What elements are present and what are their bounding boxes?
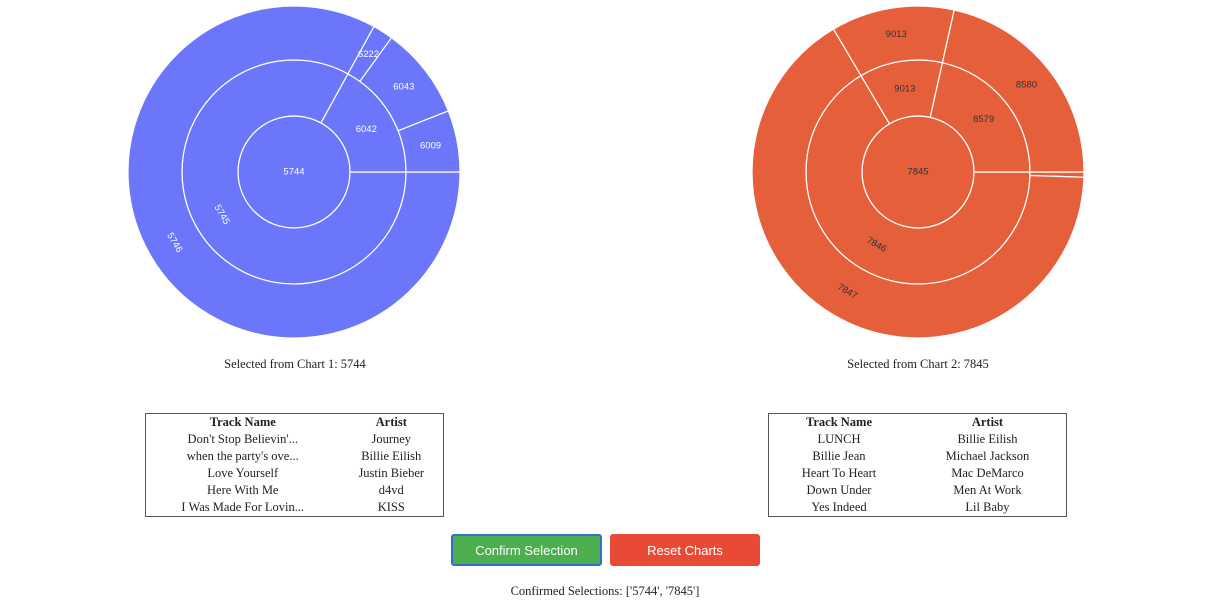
track-name-cell: when the party's ove... [186,449,299,463]
sunburst-label-8580: 8580 [1016,80,1037,91]
track-name-cell: Heart To Heart [801,466,877,480]
track-name-cell: LUNCH [817,432,861,446]
artist-cell: Justin Bieber [358,466,425,480]
artist-cell: Journey [371,432,412,446]
sunburst-segment-6009[interactable] [397,110,461,173]
artist-cell: KISS [377,500,405,514]
sunburst-label-8579: 8579 [973,114,994,125]
track-name-cell: Love Yourself [207,466,279,480]
sunburst-label-9013: 9013 [894,84,915,95]
sunburst-label-9013: 9013 [886,29,907,40]
column-header-artist: Artist [375,415,407,429]
table-row: LUNCH Billie Eilish [769,431,1066,448]
sunburst-label-5744: 5744 [283,167,304,178]
artist-cell: Billie Eilish [957,432,1018,446]
sunburst-label-6043: 6043 [393,81,414,92]
column-header-artist: Artist [971,415,1004,429]
table-row: Yes Indeed Lil Baby [769,499,1066,516]
table-row: I Was Made For Lovin... KISS [146,499,443,516]
artist-cell: Mac DeMarco [951,466,1024,480]
table-row: when the party's ove... Billie Eilish [146,448,443,465]
artist-cell: Michael Jackson [945,449,1030,463]
confirmed-selections-text: Confirmed Selections: ['5744', '7845'] [510,584,700,598]
column-header-track-name: Track Name [209,415,276,429]
sunburst-segment-5746[interactable] [127,5,461,339]
chart-1-selection-text: Selected from Chart 1: 5744 [224,357,366,371]
sunburst-segment-8580[interactable] [941,9,1085,173]
track-name-cell: Yes Indeed [811,500,867,514]
column-header-track-name: Track Name [805,415,873,429]
track-name-cell: I Was Made For Lovin... [181,500,305,514]
table-header-row: Track Name Artist [769,414,1066,431]
sunburst-segment-7847[interactable] [751,28,1085,339]
table-row: Don't Stop Believin'... Journey [146,431,443,448]
table-row: Down Under Men At Work [769,482,1066,499]
chart-1-track-table: Track Name Artist Don't Stop Believin'..… [145,413,444,517]
confirm-selection-button[interactable]: Confirm Selection [451,534,602,566]
track-name-cell: Don't Stop Believin'... [187,432,298,446]
sunburst-label-6042: 6042 [356,124,377,135]
sunburst-label-6009: 6009 [420,140,441,151]
sunburst-label-6222: 6222 [358,49,379,60]
table-row: Billie Jean Michael Jackson [769,448,1066,465]
sunburst-chart-1[interactable]: 5744 5745 6042 5746 6222 6043 6009 [127,0,462,340]
table-header-row: Track Name Artist [146,414,443,431]
table-row: Here With Me d4vd [146,482,443,499]
chart-2-selection-text: Selected from Chart 2: 7845 [847,357,989,371]
artist-cell: Men At Work [953,483,1022,497]
table-row: Love Yourself Justin Bieber [146,465,443,482]
chart-2-track-table: Track Name Artist LUNCH Billie Eilish Bil… [768,413,1067,517]
sunburst-chart-2[interactable]: 7845 7846 9013 8579 7847 9013 8580 [751,0,1086,340]
artist-cell: d4vd [378,483,404,497]
track-name-cell: Billie Jean [812,449,866,463]
track-name-cell: Down Under [806,483,872,497]
reset-charts-button[interactable]: Reset Charts [610,534,760,566]
sunburst-label-7845: 7845 [907,167,928,178]
table-row: Heart To Heart Mac DeMarco [769,465,1066,482]
track-name-cell: Here With Me [207,483,279,497]
artist-cell: Billie Eilish [361,449,422,463]
artist-cell: Lil Baby [965,500,1010,514]
